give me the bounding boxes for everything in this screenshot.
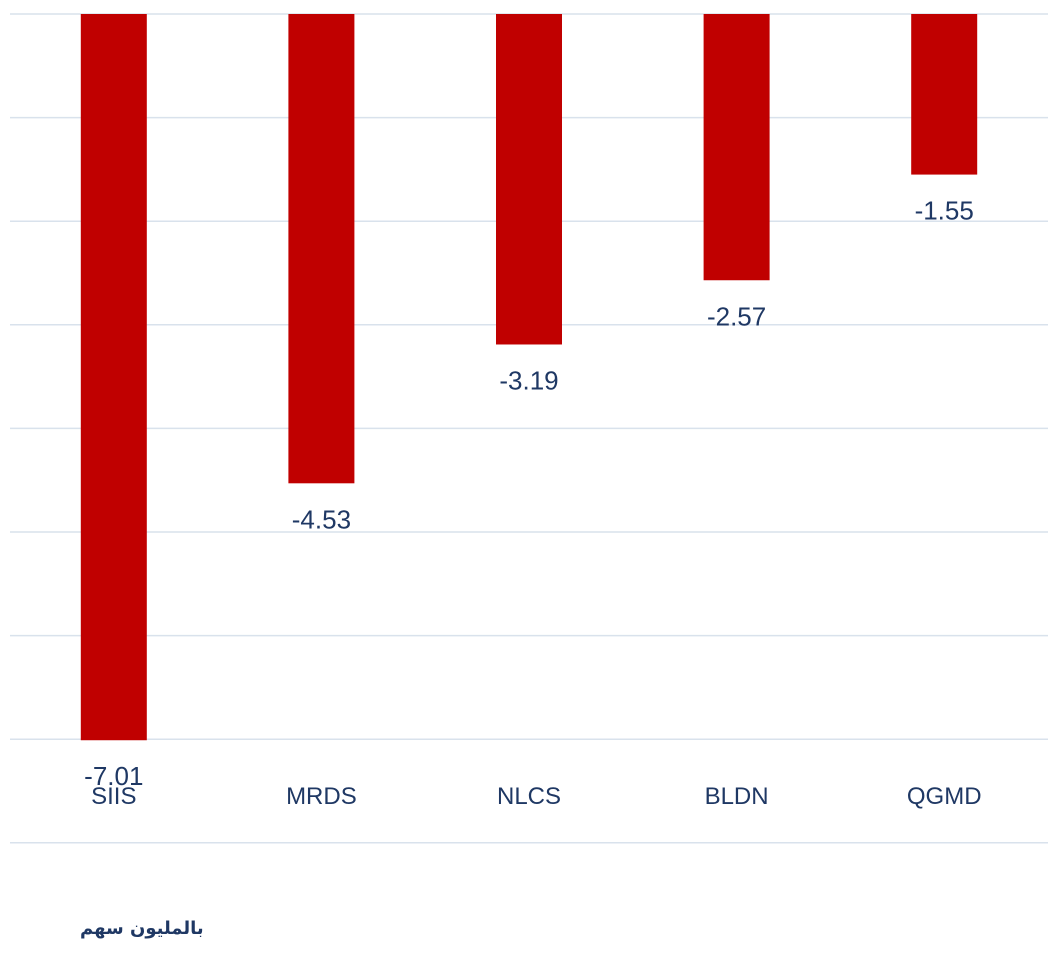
tick-label-qgmd: QGMD <box>907 783 982 810</box>
data-labels: -7.01 -4.53 -3.19 -2.57 -1.55 <box>84 196 974 792</box>
tick-label-bldn: BLDN <box>705 783 769 810</box>
bar-qgmd <box>911 14 978 175</box>
unit-label: بالمليون سهم <box>80 918 204 939</box>
data-label-siis: -7.01 <box>84 761 143 791</box>
bars <box>80 14 978 741</box>
x-axis-tick-labels: SIIS MRDS NLCS BLDN QGMD <box>91 783 981 810</box>
gridlines <box>10 13 1048 844</box>
bar-bldn <box>703 14 770 281</box>
data-label-mrds: -4.53 <box>292 504 351 534</box>
data-label-nlcs: -3.19 <box>499 365 558 395</box>
data-label-bldn: -2.57 <box>707 301 766 331</box>
data-label-qgmd: -1.55 <box>915 196 974 226</box>
tick-label-nlcs: NLCS <box>497 783 561 810</box>
tick-label-mrds: MRDS <box>286 783 357 810</box>
tick-label-siis: SIIS <box>91 783 136 810</box>
bar-mrds <box>288 14 355 484</box>
bar-siis <box>80 14 147 741</box>
bar-nlcs <box>496 14 562 345</box>
